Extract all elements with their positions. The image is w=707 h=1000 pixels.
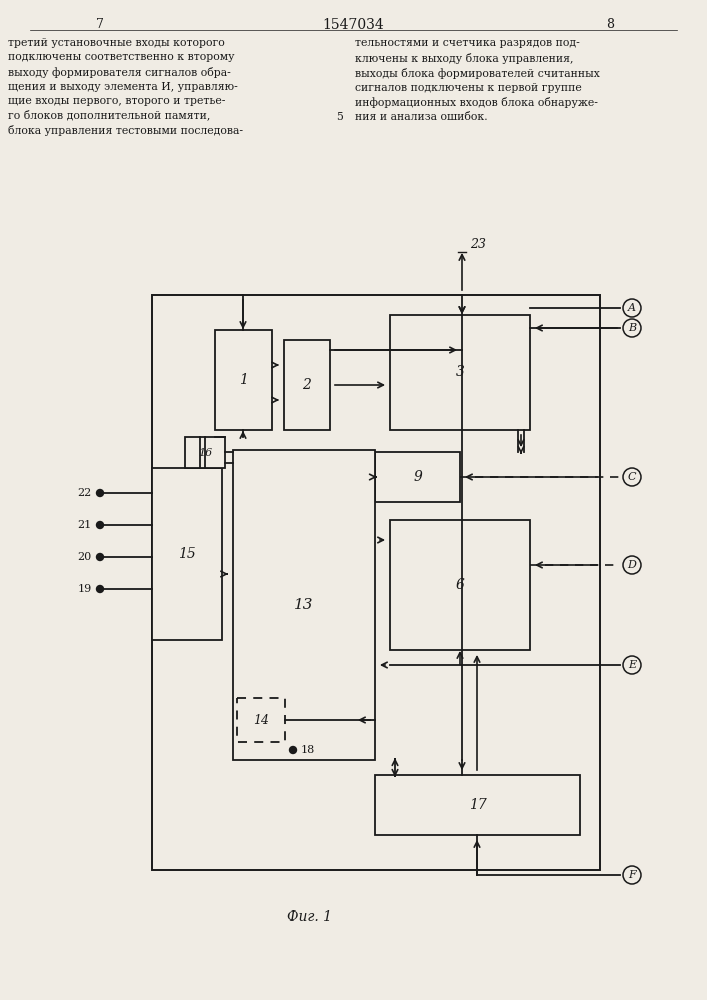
Text: 1547034: 1547034: [322, 18, 384, 32]
Text: 9: 9: [413, 470, 422, 484]
Text: 14: 14: [253, 714, 269, 726]
Text: третий установочные входы которого
подключены соответственно к второму
выходу фо: третий установочные входы которого подкл…: [8, 38, 243, 136]
Text: 21: 21: [78, 520, 92, 530]
Bar: [284, 340, 330, 430]
Text: 22: 22: [78, 488, 92, 498]
Bar: [390, 315, 530, 430]
Text: A: A: [628, 303, 636, 313]
Text: 13: 13: [294, 598, 314, 612]
Text: 20: 20: [78, 552, 92, 562]
Text: 3: 3: [455, 365, 464, 379]
Bar: [390, 520, 530, 650]
Circle shape: [96, 554, 103, 560]
Bar: [237, 698, 285, 742]
Bar: [152, 468, 222, 640]
Circle shape: [289, 746, 296, 754]
Text: 7: 7: [96, 18, 104, 31]
Text: 5: 5: [337, 112, 344, 122]
Text: 19: 19: [78, 584, 92, 594]
Bar: [233, 450, 375, 760]
Bar: [375, 452, 460, 502]
Text: B: B: [628, 323, 636, 333]
Bar: [375, 775, 580, 835]
Text: C: C: [628, 472, 636, 482]
Text: 16: 16: [198, 448, 212, 458]
Bar: [152, 295, 600, 870]
Text: 2: 2: [303, 378, 312, 392]
Circle shape: [96, 489, 103, 496]
Circle shape: [96, 522, 103, 528]
Text: тельностями и счетчика разрядов под-
ключены к выходу блока управления,
выходы б: тельностями и счетчика разрядов под- клю…: [355, 38, 600, 122]
Text: D: D: [628, 560, 636, 570]
Circle shape: [96, 585, 103, 592]
Text: F: F: [628, 870, 636, 880]
Text: 8: 8: [606, 18, 614, 31]
Text: 23: 23: [470, 238, 486, 251]
Text: E: E: [628, 660, 636, 670]
Text: Фиг. 1: Фиг. 1: [288, 910, 332, 924]
Text: 18: 18: [301, 745, 315, 755]
Bar: [185, 437, 225, 468]
Text: 17: 17: [469, 798, 486, 812]
Bar: [215, 330, 272, 430]
Text: 6: 6: [455, 578, 464, 592]
Text: 1: 1: [239, 373, 248, 387]
Text: 15: 15: [178, 547, 196, 561]
